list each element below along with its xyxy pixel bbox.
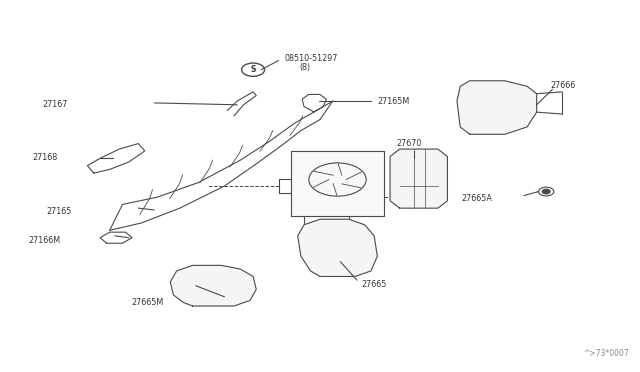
Text: (8): (8) <box>299 63 310 72</box>
Text: 27666: 27666 <box>550 81 576 90</box>
Circle shape <box>542 189 550 194</box>
Text: 08510-51297: 08510-51297 <box>285 54 339 63</box>
Text: S: S <box>250 65 256 74</box>
Text: ^>73*0007: ^>73*0007 <box>583 349 629 358</box>
Text: 27166M: 27166M <box>29 236 61 245</box>
Text: 27665A: 27665A <box>461 195 492 203</box>
Text: 27165: 27165 <box>46 207 72 217</box>
Text: 27670: 27670 <box>397 140 422 148</box>
Polygon shape <box>291 151 384 215</box>
Polygon shape <box>390 149 447 208</box>
Text: 27665M: 27665M <box>132 298 164 307</box>
Text: 27665: 27665 <box>362 280 387 289</box>
Text: 27167: 27167 <box>43 100 68 109</box>
Polygon shape <box>298 219 378 276</box>
Text: 27165M: 27165M <box>378 97 410 106</box>
Polygon shape <box>457 81 537 134</box>
Text: 27168: 27168 <box>32 153 58 162</box>
Polygon shape <box>170 265 256 306</box>
